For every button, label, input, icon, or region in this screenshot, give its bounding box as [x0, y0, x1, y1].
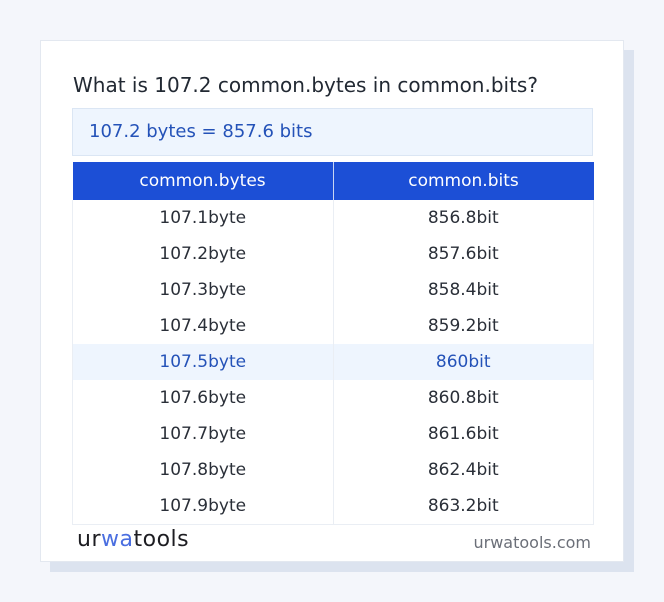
- table-row: 107.8byte 862.4bit: [72, 452, 594, 488]
- bits-cell: 859.2bit: [332, 308, 594, 344]
- bytes-cell: 107.1byte: [72, 200, 334, 236]
- conversion-table: common.bytes common.bits 107.1byte 856.8b…: [72, 162, 594, 525]
- bytes-cell: 107.7byte: [72, 416, 334, 452]
- bytes-cell: 107.6byte: [72, 380, 334, 416]
- column-header-bytes: common.bytes: [72, 162, 334, 200]
- bits-cell: 863.2bit: [332, 488, 594, 525]
- bits-cell: 857.6bit: [332, 236, 594, 272]
- site-url[interactable]: urwatools.com: [473, 533, 592, 552]
- bytes-cell: 107.9byte: [72, 488, 334, 525]
- page-title: What is 107.2 common.bytes in common.bit…: [73, 73, 538, 97]
- bits-cell: 856.8bit: [332, 200, 594, 236]
- table-row: 107.5byte 860bit: [72, 344, 594, 380]
- bytes-cell: 107.8byte: [72, 452, 334, 488]
- table-row: 107.4byte 859.2bit: [72, 308, 594, 344]
- table-row: 107.7byte 861.6bit: [72, 416, 594, 452]
- bytes-cell: 107.3byte: [72, 272, 334, 308]
- conversion-card: What is 107.2 common.bytes in common.bit…: [40, 40, 624, 562]
- table-row: 107.6byte 860.8bit: [72, 380, 594, 416]
- bytes-cell: 107.2byte: [72, 236, 334, 272]
- bits-cell: 860bit: [332, 344, 594, 380]
- urwatools-logo[interactable]: urwatools: [77, 527, 190, 552]
- bytes-cell: 107.4byte: [72, 308, 334, 344]
- table-row: 107.2byte 857.6bit: [72, 236, 594, 272]
- column-header-bits: common.bits: [333, 162, 594, 200]
- bits-cell: 861.6bit: [332, 416, 594, 452]
- table-row: 107.9byte 863.2bit: [72, 488, 594, 525]
- table-row: 107.1byte 856.8bit: [72, 200, 594, 236]
- bits-cell: 858.4bit: [332, 272, 594, 308]
- bytes-cell: 107.5byte: [72, 344, 334, 380]
- bits-cell: 860.8bit: [332, 380, 594, 416]
- table-row: 107.3byte 858.4bit: [72, 272, 594, 308]
- bits-cell: 862.4bit: [332, 452, 594, 488]
- result-box: 107.2 bytes = 857.6 bits: [72, 108, 593, 156]
